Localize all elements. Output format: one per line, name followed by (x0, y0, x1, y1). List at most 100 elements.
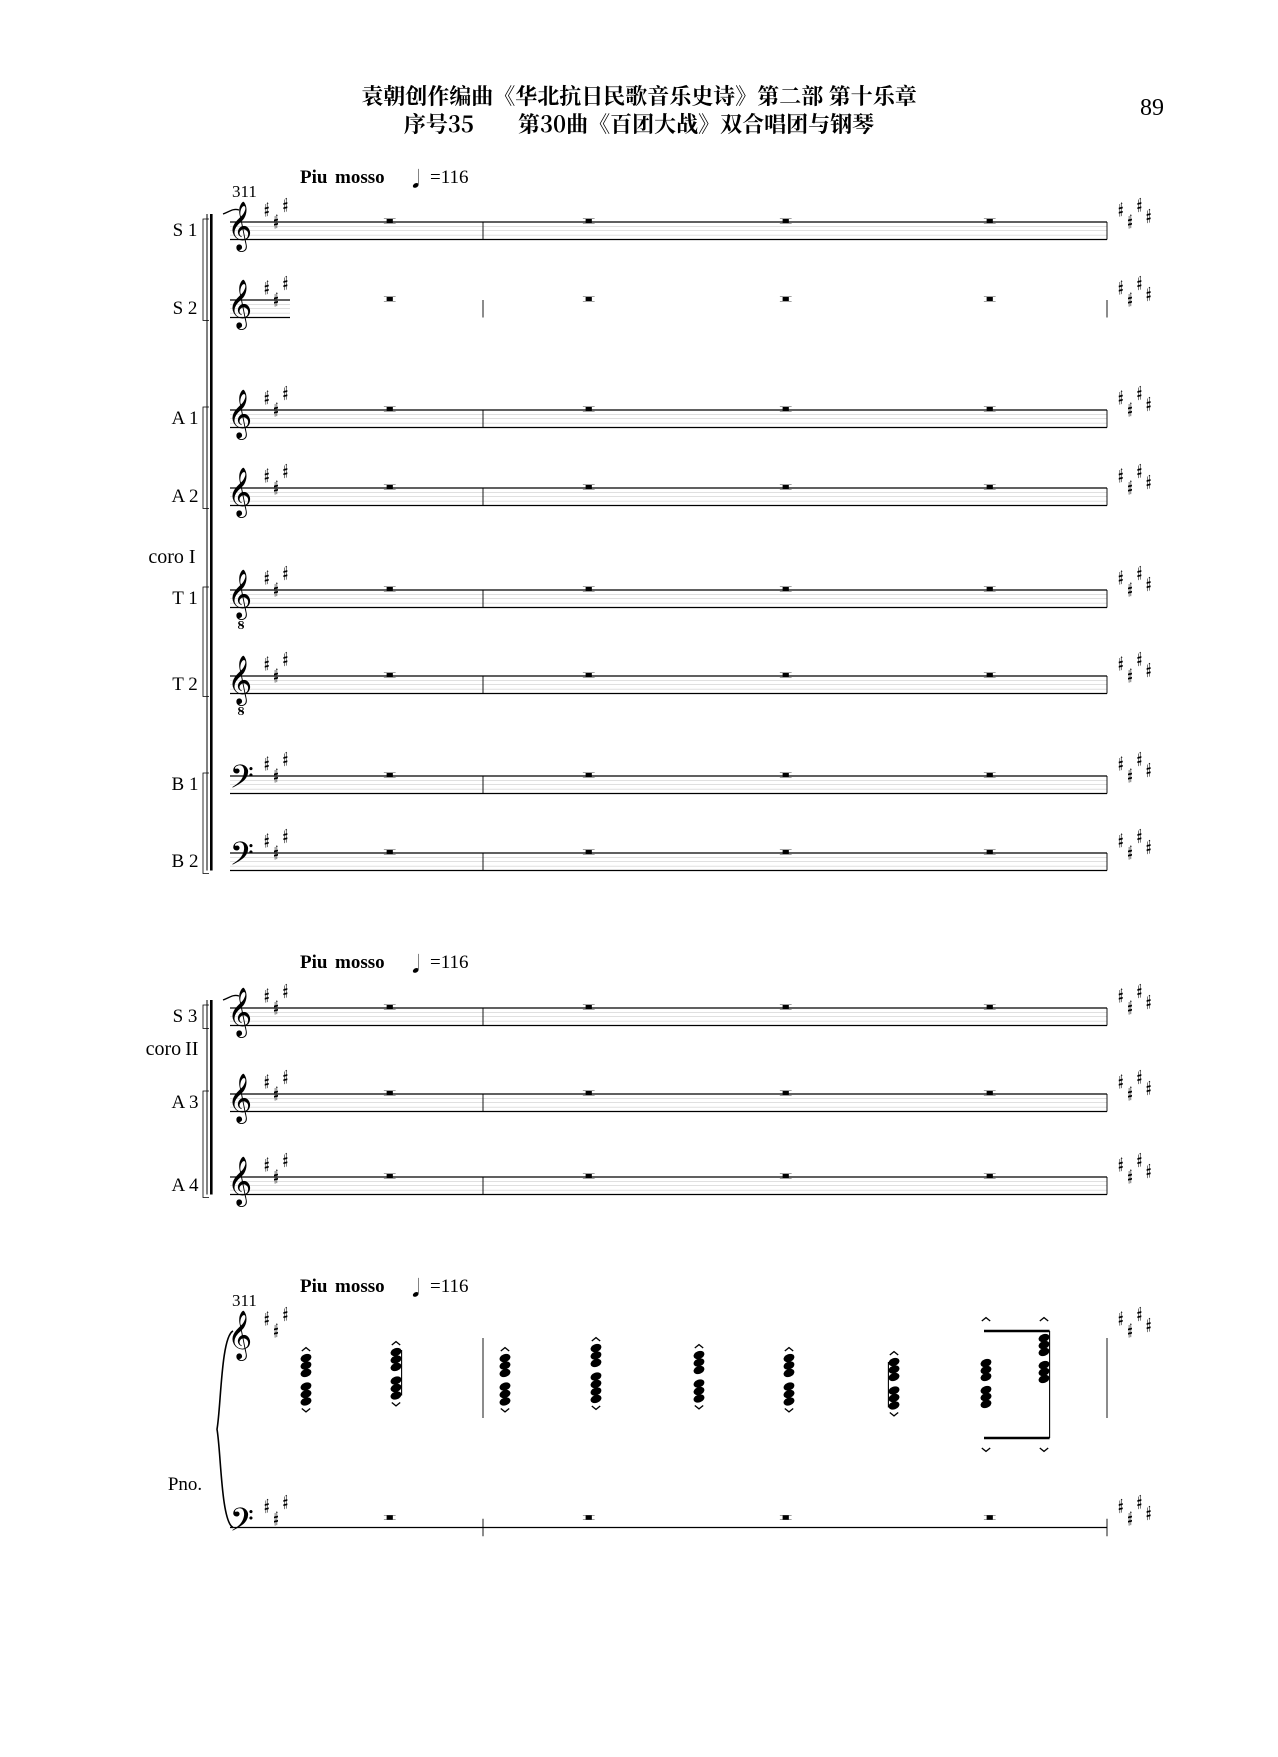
svg-text:𝄰: 𝄰 (264, 376, 270, 407)
svg-text:𝄰: 𝄰 (264, 974, 270, 1005)
svg-text:𝄺: 𝄺 (582, 281, 595, 312)
svg-text:311: 311 (232, 182, 257, 201)
svg-text:𝄰: 𝄰 (273, 201, 279, 232)
svg-text:𝄰: 𝄰 (1118, 454, 1124, 485)
svg-text:𝄺: 𝄺 (582, 391, 595, 422)
svg-text:=116: =116 (430, 952, 469, 973)
svg-text:𝄺: 𝄺 (983, 657, 996, 688)
svg-text:𝄺: 𝄺 (383, 203, 396, 234)
svg-text:𝄺: 𝄺 (383, 1500, 396, 1531)
svg-text:𝄰: 𝄰 (273, 1497, 279, 1528)
svg-text:𝄰: 𝄰 (273, 279, 279, 310)
svg-text:𝄰: 𝄰 (283, 372, 289, 403)
svg-text:𝄞: 𝄞 (231, 200, 252, 252)
svg-text:𝄺: 𝄺 (582, 1500, 595, 1531)
svg-text:𝄺: 𝄺 (983, 391, 996, 422)
svg-text:𝄰: 𝄰 (1127, 987, 1133, 1018)
svg-text:𝄰: 𝄰 (1137, 970, 1143, 1001)
svg-text:𝄰: 𝄰 (283, 552, 289, 583)
svg-text:𝄺: 𝄺 (582, 1075, 595, 1106)
svg-text:𝄰: 𝄰 (264, 266, 270, 297)
svg-text:𝄠: 𝄠 (231, 568, 252, 629)
svg-text:Piu mosso: Piu mosso (300, 952, 385, 973)
svg-text:𝄺: 𝄺 (383, 757, 396, 788)
svg-text:𝄺: 𝄺 (383, 469, 396, 500)
svg-text:𝄰: 𝄰 (1127, 569, 1133, 600)
svg-text:𝄰: 𝄰 (1146, 1304, 1152, 1335)
svg-text:𝄰: 𝄰 (1146, 826, 1152, 857)
svg-text:𝅘𝅥: 𝅘𝅥 (412, 1271, 420, 1305)
svg-text:=116: =116 (430, 1276, 469, 1297)
svg-text:𝄰: 𝄰 (1118, 1297, 1124, 1328)
svg-text:𝄰: 𝄰 (264, 556, 270, 587)
svg-text:𝄺: 𝄺 (582, 989, 595, 1020)
svg-text:𝄰: 𝄰 (1118, 556, 1124, 587)
svg-text:𝄺: 𝄺 (983, 281, 996, 312)
svg-text:𝄰: 𝄰 (1146, 749, 1152, 780)
svg-text:𝄰: 𝄰 (1137, 1139, 1143, 1170)
svg-text:𝄰: 𝄰 (283, 738, 289, 769)
svg-text:𝄰: 𝄰 (283, 638, 289, 669)
svg-text:𝄺: 𝄺 (383, 391, 396, 422)
svg-text:𝄰: 𝄰 (1118, 642, 1124, 673)
svg-text:𝄰: 𝄰 (273, 987, 279, 1018)
svg-text:𝄺: 𝄺 (779, 1158, 792, 1189)
svg-text:𝄰: 𝄰 (264, 1143, 270, 1174)
svg-text:𝄰: 𝄰 (1127, 389, 1133, 420)
svg-text:𝄰: 𝄰 (1146, 1150, 1152, 1181)
svg-text:𝄰: 𝄰 (1127, 655, 1133, 686)
svg-text:𝄰: 𝄰 (273, 1156, 279, 1187)
svg-text:𝄰: 𝄰 (1146, 461, 1152, 492)
svg-text:𝄰: 𝄰 (273, 655, 279, 686)
svg-text:𝄰: 𝄰 (1127, 755, 1133, 786)
svg-text:B 2: B 2 (172, 851, 199, 872)
svg-text:𝄺: 𝄺 (582, 757, 595, 788)
svg-text:311: 311 (232, 1291, 257, 1310)
svg-text:𝄺: 𝄺 (383, 571, 396, 602)
svg-text:𝄺: 𝄺 (383, 989, 396, 1020)
svg-text:𝄰: 𝄰 (1127, 467, 1133, 498)
svg-text:𝄰: 𝄰 (264, 188, 270, 219)
svg-text:𝄰: 𝄰 (1118, 974, 1124, 1005)
svg-text:𝄺: 𝄺 (983, 989, 996, 1020)
svg-text:𝄰: 𝄰 (1127, 832, 1133, 863)
svg-text:𝄰: 𝄰 (1146, 1492, 1152, 1523)
svg-text:𝄢: 𝄢 (231, 828, 254, 880)
svg-text:𝄰: 𝄰 (1137, 552, 1143, 583)
svg-text:𝄰: 𝄰 (264, 454, 270, 485)
svg-text:T 2: T 2 (172, 674, 198, 695)
svg-text:𝄺: 𝄺 (582, 834, 595, 865)
svg-text:𝄰: 𝄰 (273, 1310, 279, 1341)
svg-text:𝄰: 𝄰 (1137, 184, 1143, 215)
svg-text:𝄰: 𝄰 (1146, 563, 1152, 594)
svg-text:𝄺: 𝄺 (383, 834, 396, 865)
svg-text:𝄺: 𝄺 (383, 281, 396, 312)
svg-text:𝄰: 𝄰 (264, 1485, 270, 1516)
svg-text:𝄰: 𝄰 (264, 1060, 270, 1091)
svg-text:𝄰: 𝄰 (1146, 1067, 1152, 1098)
svg-text:𝄺: 𝄺 (582, 203, 595, 234)
svg-text:𝄰: 𝄰 (1137, 1293, 1143, 1324)
svg-text:𝄺: 𝄺 (582, 469, 595, 500)
svg-text:𝄰: 𝄰 (283, 450, 289, 481)
svg-text:𝄰: 𝄰 (1137, 450, 1143, 481)
svg-text:𝄰: 𝄰 (1118, 188, 1124, 219)
svg-text:S 2: S 2 (173, 298, 198, 319)
svg-text:𝄺: 𝄺 (779, 281, 792, 312)
svg-text:𝄰: 𝄰 (1127, 1497, 1133, 1528)
svg-text:𝄰: 𝄰 (1118, 1485, 1124, 1516)
svg-text:𝄰: 𝄰 (1137, 1056, 1143, 1087)
svg-text:𝄰: 𝄰 (1137, 1481, 1143, 1512)
svg-text:𝄰: 𝄰 (1137, 372, 1143, 403)
svg-text:𝄺: 𝄺 (983, 834, 996, 865)
svg-text:𝄺: 𝄺 (779, 391, 792, 422)
svg-text:𝄠: 𝄠 (231, 654, 252, 715)
svg-text:𝄺: 𝄺 (779, 1075, 792, 1106)
svg-text:𝄰: 𝄰 (273, 389, 279, 420)
svg-text:𝄺: 𝄺 (779, 469, 792, 500)
svg-text:𝄰: 𝄰 (1146, 383, 1152, 414)
svg-text:𝄞: 𝄞 (231, 1155, 252, 1207)
svg-text:𝄺: 𝄺 (779, 1500, 792, 1531)
svg-text:𝄞: 𝄞 (231, 1072, 252, 1124)
svg-text:S 1: S 1 (173, 220, 198, 241)
